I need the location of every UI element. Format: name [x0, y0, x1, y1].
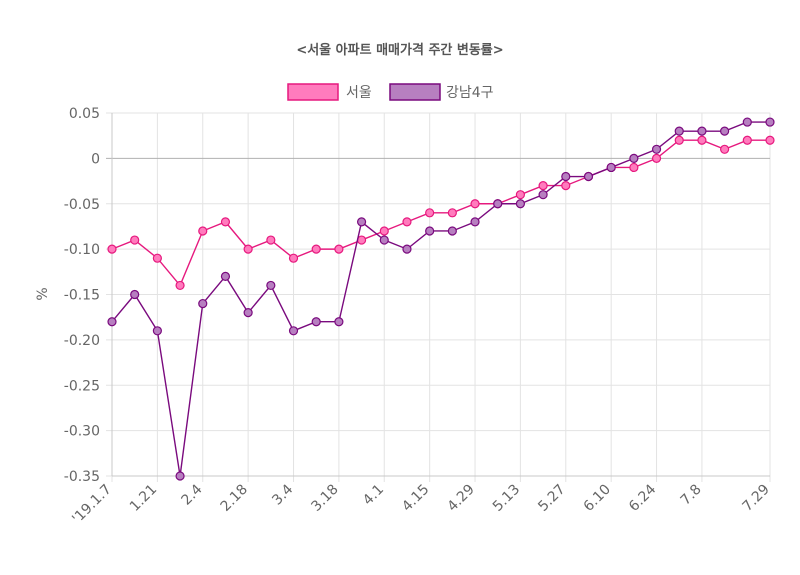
x-tick-label: 2.4	[179, 481, 206, 508]
data-point	[425, 226, 435, 236]
data-point	[288, 326, 299, 336]
data-point	[152, 326, 162, 336]
x-tick-label: 5.13	[490, 482, 523, 515]
data-point	[538, 181, 548, 191]
data-point	[311, 244, 321, 254]
x-tick-label: 4.15	[399, 482, 432, 515]
series-2	[107, 117, 775, 481]
data-point	[379, 226, 389, 236]
x-tick-label: '19.1.7	[69, 482, 115, 528]
data-point	[447, 226, 457, 236]
data-point	[266, 280, 276, 291]
data-point	[583, 171, 594, 182]
data-point	[470, 199, 480, 209]
data-point	[561, 171, 571, 182]
data-point	[243, 308, 253, 318]
data-point	[107, 317, 117, 327]
y-tick-label: -0.30	[64, 424, 100, 440]
chart-title: <서울 아파트 매매가격 주간 변동률>	[296, 42, 503, 58]
data-point	[651, 144, 662, 154]
x-tick-label: 6.10	[581, 482, 614, 515]
data-point	[629, 153, 639, 163]
data-point	[311, 317, 321, 327]
data-point	[742, 135, 752, 145]
legend-label: 서울	[346, 85, 372, 101]
data-point	[470, 217, 480, 227]
y-tick-label: -0.25	[64, 378, 100, 394]
x-tick-label: 4.29	[445, 482, 478, 515]
data-point	[198, 226, 208, 236]
data-point	[152, 253, 162, 263]
y-axis-label: %	[35, 287, 51, 300]
x-tick-label: 3.18	[308, 482, 341, 515]
y-tick-label: -0.20	[64, 333, 100, 349]
legend: 서울 강남4구	[287, 83, 494, 101]
x-tick-label: 6.24	[626, 481, 659, 514]
data-point	[493, 199, 503, 209]
data-point	[765, 135, 775, 145]
data-point	[742, 117, 752, 127]
data-point	[606, 162, 616, 173]
data-point	[288, 253, 299, 263]
data-point	[175, 280, 185, 291]
x-tick-label: 7.8	[678, 482, 705, 509]
series-line	[111, 139, 770, 287]
data-point	[697, 135, 707, 145]
data-point	[130, 289, 140, 300]
data-point	[651, 153, 662, 163]
data-point	[243, 244, 253, 254]
series-line	[111, 121, 770, 477]
data-point	[674, 126, 684, 136]
y-tick-label: -0.15	[64, 288, 100, 304]
series-layer	[107, 117, 775, 481]
data-point	[515, 190, 526, 200]
y-tick-label: -0.10	[64, 242, 100, 258]
x-tick-label: 5.27	[535, 482, 568, 515]
data-point	[447, 208, 457, 218]
data-point	[720, 144, 730, 154]
data-point	[334, 317, 344, 327]
data-point	[107, 244, 117, 254]
data-point	[765, 117, 775, 127]
data-point	[266, 235, 276, 245]
y-tick-label: -0.05	[64, 197, 100, 213]
x-tick-label: 2.18	[218, 482, 251, 515]
y-tick-label: 0	[91, 151, 100, 167]
data-point	[720, 126, 730, 136]
legend-label: 강남4구	[446, 85, 494, 101]
data-point	[425, 208, 435, 218]
y-tick-label: 0.05	[69, 106, 100, 122]
data-point	[356, 217, 367, 227]
data-point	[538, 190, 548, 200]
x-tick-label: 3.4	[269, 481, 296, 508]
data-point	[334, 244, 344, 254]
x-tick-label: 4.1	[360, 482, 387, 509]
legend-swatch	[389, 83, 441, 101]
x-axis-ticks: '19.1.7 1.21 2.4 2.18 3.4 3.18 4.1 4.15 4.29 5.13…	[69, 481, 773, 527]
x-tick-label: 7.29	[739, 482, 772, 515]
data-point	[515, 199, 526, 209]
data-point	[629, 162, 639, 173]
data-point	[220, 271, 231, 281]
data-point	[130, 235, 140, 245]
legend-swatch	[287, 83, 339, 101]
y-tick-label: -0.35	[64, 469, 100, 485]
data-point	[674, 135, 684, 145]
y-axis-ticks: 0.05 0 -0.05 -0.10 -0.15 -0.20 -0.25 -0.30 -0.35	[64, 106, 100, 485]
data-point	[697, 126, 707, 136]
data-point	[198, 298, 208, 309]
data-point	[175, 471, 185, 481]
data-point	[402, 244, 412, 254]
series-1	[107, 135, 775, 291]
data-point	[402, 217, 412, 227]
data-point	[561, 181, 571, 191]
x-tick-label: 1.21	[127, 482, 160, 515]
data-point	[379, 235, 389, 245]
data-point	[220, 217, 231, 227]
gridlines	[106, 112, 771, 482]
